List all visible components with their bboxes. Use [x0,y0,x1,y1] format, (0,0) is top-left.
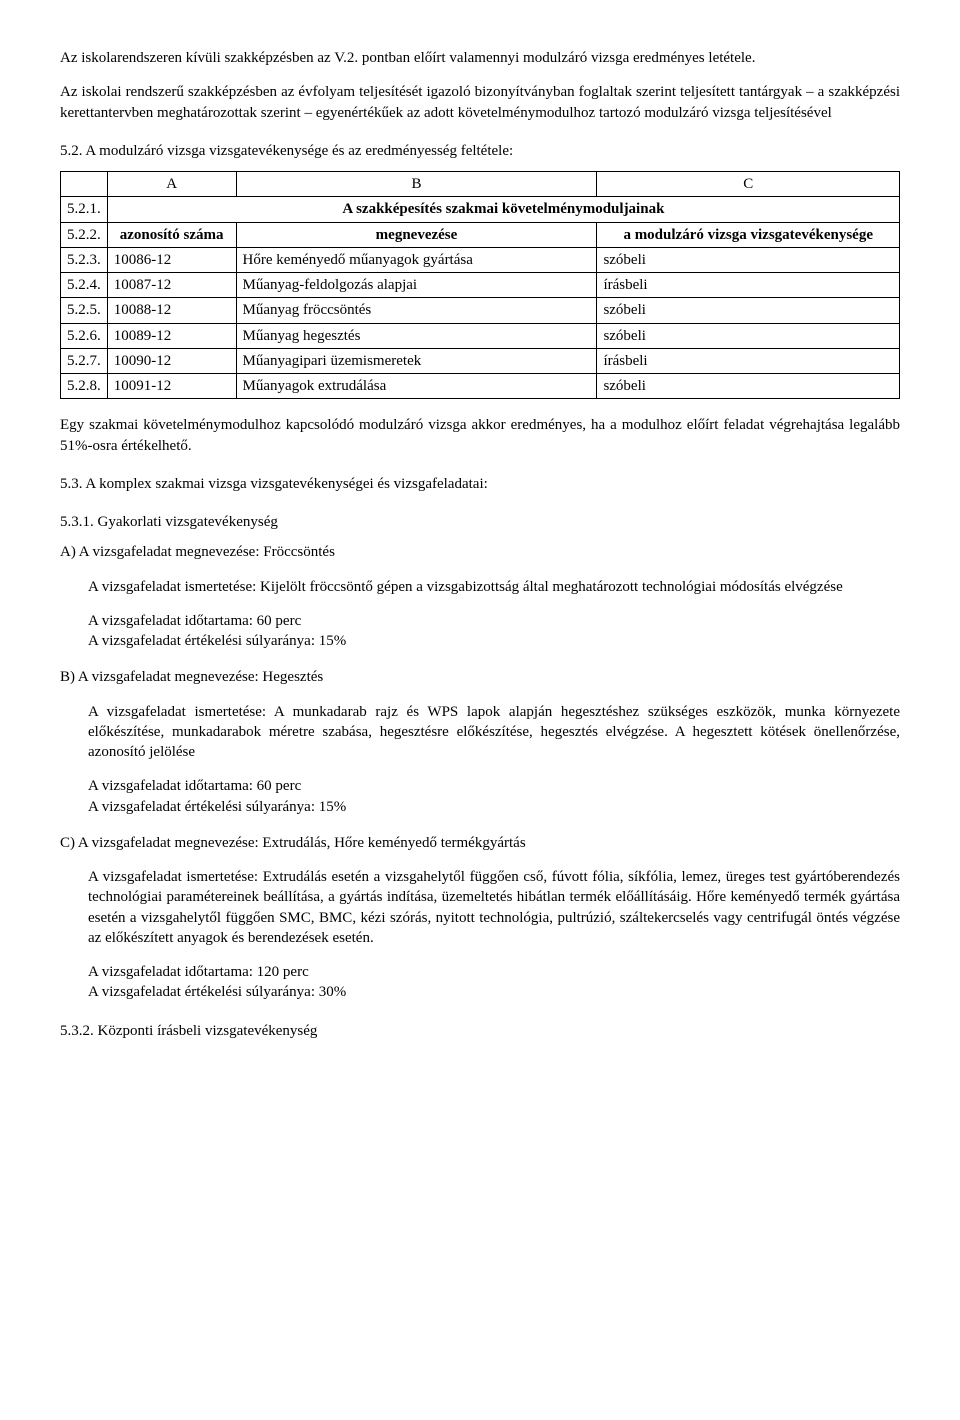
task-c: C) A vizsgafeladat megnevezése: Extrudál… [60,833,900,1003]
row-name: Műanyagipari üzemismeretek [236,348,597,373]
section-5-3-1-title: 5.3.1. Gyakorlati vizsgatevékenység [60,512,900,532]
task-b-head: B) A vizsgafeladat megnevezése: Hegeszté… [60,667,900,687]
table-row: 5.2.7.10090-12Műanyagipari üzemismeretek… [61,348,900,373]
row-code: 10090-12 [107,348,236,373]
col-label-c: a modulzáró vizsga vizsgatevékenysége [597,222,900,247]
table-header-a: A [107,172,236,197]
table-row: 5.2.8.10091-12Műanyagok extrudálásaszóbe… [61,374,900,399]
row-num: 5.2.4. [61,273,108,298]
row-type: szóbeli [597,374,900,399]
intro-paragraph-2: Az iskolai rendszerű szakképzésben az év… [60,82,900,123]
row-type: szóbeli [597,247,900,272]
row-num: 5.2.5. [61,298,108,323]
row-name: Műanyag-feldolgozás alapjai [236,273,597,298]
table-row: 5.2.3.10086-12Hőre keményedő műanyagok g… [61,247,900,272]
row-num: 5.2.7. [61,348,108,373]
task-c-duration: A vizsgafeladat időtartama: 120 perc [88,962,900,982]
task-b: B) A vizsgafeladat megnevezése: Hegeszté… [60,667,900,817]
row-code: 10087-12 [107,273,236,298]
table-header-row: A B C [61,172,900,197]
row-name: Műanyag hegesztés [236,323,597,348]
col-label-a: azonosító száma [107,222,236,247]
task-c-desc: A vizsgafeladat ismertetése: Extrudálás … [88,867,900,948]
section-5-2-after: Egy szakmai követelménymodulhoz kapcsoló… [60,415,900,456]
row-num: 5.2.1. [61,197,108,222]
section-5-3-2-title: 5.3.2. Központi írásbeli vizsgatevékenys… [60,1021,900,1041]
table-row-521: 5.2.1. A szakképesítés szakmai követelmé… [61,197,900,222]
intro-paragraph-1: Az iskolarendszeren kívüli szakképzésben… [60,48,900,68]
row-code: 10088-12 [107,298,236,323]
section-5-2-title: 5.2. A modulzáró vizsga vizsgatevékenysé… [60,141,900,161]
row-name: Műanyagok extrudálása [236,374,597,399]
task-a: A) A vizsgafeladat megnevezése: Fröccsön… [60,542,900,651]
table-header-c: C [597,172,900,197]
task-b-desc: A vizsgafeladat ismertetése: A munkadara… [88,702,900,763]
row-num: 5.2.2. [61,222,108,247]
table-row-522: 5.2.2. azonosító száma megnevezése a mod… [61,222,900,247]
row-code: 10089-12 [107,323,236,348]
task-a-head: A) A vizsgafeladat megnevezése: Fröccsön… [60,542,900,562]
task-a-desc: A vizsgafeladat ismertetése: Kijelölt fr… [88,577,900,597]
row-code: 10086-12 [107,247,236,272]
row-type: írásbeli [597,348,900,373]
task-b-duration: A vizsgafeladat időtartama: 60 perc [88,776,900,796]
task-a-weight: A vizsgafeladat értékelési súlyaránya: 1… [88,631,900,651]
row-type: írásbeli [597,273,900,298]
row-name: Hőre keményedő műanyagok gyártása [236,247,597,272]
table-row: 5.2.4.10087-12Műanyag-feldolgozás alapja… [61,273,900,298]
row-code: 10091-12 [107,374,236,399]
task-c-weight: A vizsgafeladat értékelési súlyaránya: 3… [88,982,900,1002]
table-header-blank [61,172,108,197]
row-num: 5.2.8. [61,374,108,399]
row-span-text: A szakképesítés szakmai követelménymodul… [107,197,899,222]
task-c-head: C) A vizsgafeladat megnevezése: Extrudál… [60,833,900,853]
row-num: 5.2.6. [61,323,108,348]
section-5-3-title: 5.3. A komplex szakmai vizsga vizsgatevé… [60,474,900,494]
row-num: 5.2.3. [61,247,108,272]
row-name: Műanyag fröccsöntés [236,298,597,323]
task-a-duration: A vizsgafeladat időtartama: 60 perc [88,611,900,631]
col-label-b: megnevezése [236,222,597,247]
table-row: 5.2.6.10089-12Műanyag hegesztésszóbeli [61,323,900,348]
row-type: szóbeli [597,298,900,323]
module-table: A B C 5.2.1. A szakképesítés szakmai köv… [60,171,900,399]
row-type: szóbeli [597,323,900,348]
table-header-b: B [236,172,597,197]
table-row: 5.2.5.10088-12Műanyag fröccsöntésszóbeli [61,298,900,323]
task-b-weight: A vizsgafeladat értékelési súlyaránya: 1… [88,797,900,817]
